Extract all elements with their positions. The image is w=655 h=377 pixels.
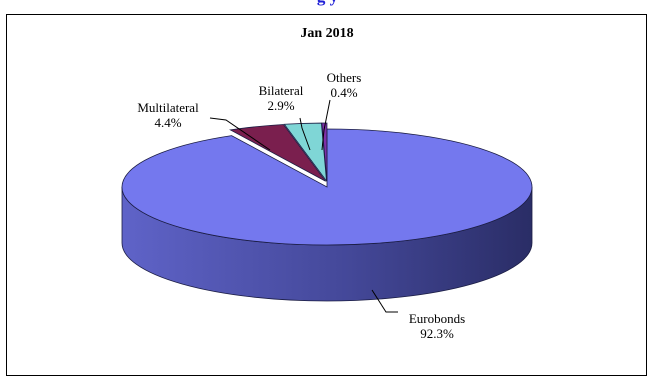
pie-slice-bilateral <box>283 122 328 183</box>
leader-line-multilateral <box>209 117 271 151</box>
slice-label-eurobonds: Eurobonds <box>409 311 465 326</box>
slice-label-multilateral: Multilateral <box>137 100 199 115</box>
leader-line-others <box>321 99 331 151</box>
pie-slice-eurobonds <box>121 128 533 246</box>
leader-line-bilateral <box>299 117 311 151</box>
slice-label-bilateral: Bilateral <box>259 83 304 98</box>
slice-value-eurobonds: 92.3% <box>420 326 454 341</box>
slice-value-multilateral: 4.4% <box>154 115 181 130</box>
leader-line-eurobonds <box>371 289 398 313</box>
chart-title: Jan 2018 <box>300 26 353 41</box>
slice-value-bilateral: 2.9% <box>267 98 294 113</box>
slice-value-others: 0.4% <box>330 85 357 100</box>
cropped-page-title: g y <box>0 0 655 7</box>
pie-layer <box>121 122 533 302</box>
slice-label-others: Others <box>327 70 362 85</box>
